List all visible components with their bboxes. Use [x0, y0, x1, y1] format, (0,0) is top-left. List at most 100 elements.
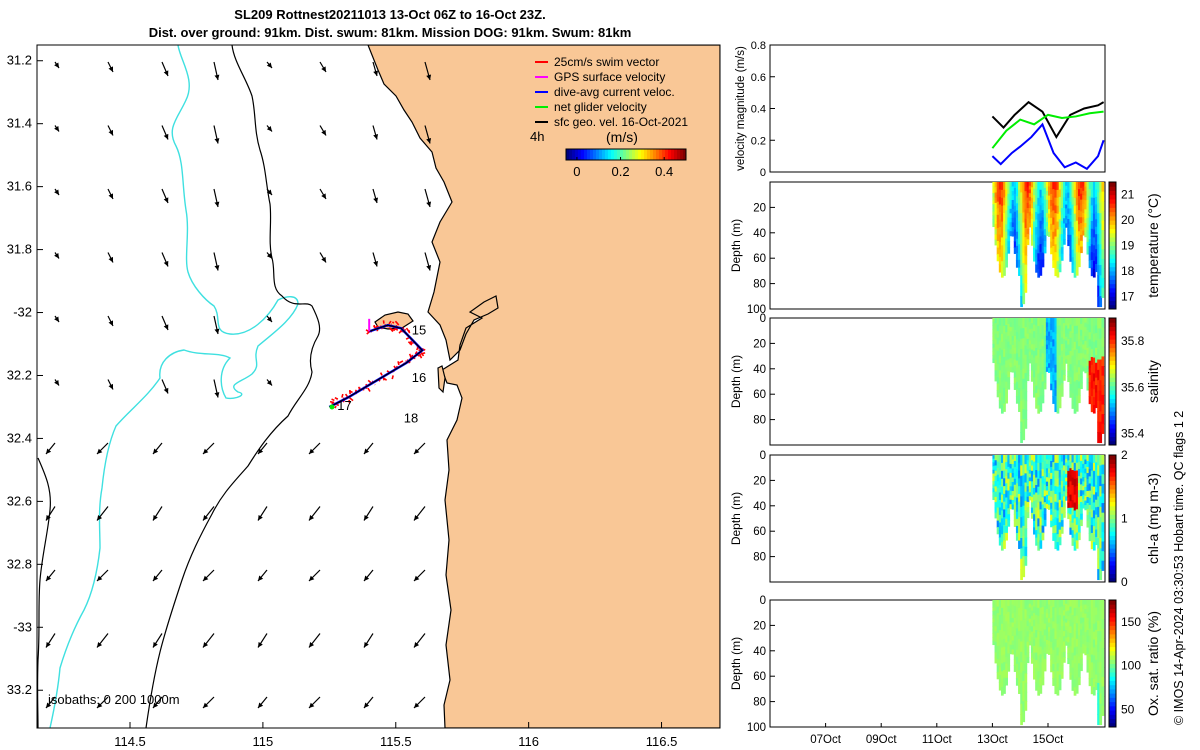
- heatmap-cell: [1005, 182, 1008, 190]
- heatmap-cell: [1035, 204, 1038, 213]
- heatmap-cell: [1018, 600, 1021, 609]
- heatmap-cell: [1005, 395, 1008, 404]
- heatmap-cell: [1009, 463, 1013, 470]
- heatmap-cell: [1048, 627, 1051, 633]
- heatmap-cell: [1037, 510, 1041, 519]
- heatmap-cell: [998, 332, 1002, 342]
- heatmap-cell: [1045, 472, 1049, 478]
- heatmap-cell: [1005, 490, 1008, 499]
- heatmap-cell: [1041, 504, 1045, 513]
- heatmap-cell: [1020, 610, 1023, 622]
- heatmap-cell: [1090, 259, 1094, 269]
- heatmap-cell: [1011, 635, 1015, 642]
- heatmap-cell: [1060, 208, 1064, 216]
- heatmap-cell: [1035, 477, 1038, 486]
- heatmap-cell: [1069, 488, 1073, 496]
- heatmap-cell: [1033, 357, 1036, 365]
- heatmap-cell: [1000, 318, 1004, 327]
- heatmap-cell: [994, 333, 998, 340]
- heatmap-cell: [1030, 476, 1034, 482]
- panel-colorbar-segment: [1109, 476, 1116, 481]
- heatmap-cell: [1003, 364, 1006, 374]
- heatmap-cell: [1018, 509, 1021, 518]
- colorbar-segment: [584, 149, 588, 160]
- heatmap-cell: [1069, 331, 1073, 339]
- heatmap-cell: [1005, 656, 1008, 665]
- heatmap-cell: [1075, 244, 1079, 253]
- heatmap-cell: [998, 674, 1002, 684]
- heatmap-cell: [1030, 631, 1034, 638]
- heatmap-cell: [1097, 465, 1100, 477]
- heatmap-cell: [1043, 617, 1047, 625]
- heatmap-cell: [1065, 197, 1068, 202]
- geo-velocity-arrowhead: [426, 74, 432, 80]
- heatmap-cell: [1069, 468, 1073, 476]
- heatmap-cell: [1015, 346, 1019, 355]
- heatmap-cell: [1028, 492, 1032, 497]
- heatmap-cell: [1048, 622, 1051, 628]
- heatmap-cell: [1082, 348, 1085, 354]
- heatmap-cell: [1020, 318, 1023, 329]
- heatmap-cell: [1080, 600, 1083, 607]
- heatmap-cell: [1003, 623, 1006, 632]
- heatmap-cell: [1039, 372, 1043, 381]
- heatmap-cell: [1015, 245, 1019, 254]
- heatmap-cell: [1060, 376, 1064, 384]
- heatmap-cell: [1073, 679, 1077, 688]
- heatmap-cell: [1075, 470, 1079, 479]
- heatmap-cell: [1071, 607, 1075, 616]
- heatmap-cell: [1030, 647, 1034, 654]
- heatmap-cell: [1058, 234, 1062, 243]
- geo-velocity-arrowhead: [108, 320, 113, 326]
- heatmap-cell: [1005, 628, 1008, 636]
- heatmap-cell: [1035, 227, 1038, 236]
- heatmap-cell: [1050, 659, 1053, 667]
- heatmap-cell: [1099, 672, 1103, 684]
- panel-colorbar-segment: [1109, 330, 1116, 336]
- heatmap-cell: [1075, 532, 1079, 541]
- heatmap-cell: [1048, 367, 1051, 373]
- heatmap-cell: [1024, 273, 1028, 284]
- heatmap-cell: [1052, 224, 1056, 233]
- map-ytick-label: 33.2: [7, 682, 32, 697]
- panel-colorbar-segment: [1109, 186, 1116, 191]
- heatmap-cell: [1043, 611, 1047, 619]
- heatmap-cell: [1037, 333, 1041, 343]
- heatmap-cell: [1028, 185, 1032, 191]
- heatmap-cell: [1077, 353, 1081, 361]
- heatmap-cell: [1015, 635, 1019, 644]
- heatmap-cell: [1041, 649, 1045, 658]
- heatmap-cell: [1011, 326, 1015, 333]
- heatmap-cell: [1067, 224, 1070, 231]
- panel-colorbar-tick: 21: [1121, 188, 1135, 202]
- heatmap-cell: [996, 494, 1000, 502]
- heatmap-cell: [1060, 474, 1064, 482]
- heatmap-cell: [1030, 182, 1034, 188]
- heatmap-cell: [996, 318, 1000, 326]
- heatmap-cell: [1048, 340, 1051, 346]
- heatmap-cell: [1075, 325, 1079, 335]
- heatmap-cell: [1028, 496, 1032, 501]
- heatmap-cell: [1039, 540, 1043, 549]
- heatmap-cell: [1007, 335, 1011, 343]
- heatmap-cell: [1033, 234, 1036, 242]
- heatmap-cell: [1024, 491, 1028, 502]
- heatmap-cell: [1101, 541, 1105, 552]
- heatmap-cell: [1003, 470, 1006, 479]
- heatmap-cell: [1077, 238, 1081, 246]
- heatmap-cell: [1048, 618, 1051, 624]
- heatmap-cell: [1022, 388, 1026, 400]
- heatmap-cell: [1041, 182, 1045, 190]
- heatmap-cell: [1024, 345, 1028, 356]
- heatmap-cell: [1084, 500, 1088, 506]
- heatmap-cell: [996, 461, 1000, 469]
- heatmap-cell: [1080, 507, 1083, 515]
- geo-velocity-arrowhead: [364, 448, 370, 454]
- panel-colorbar-segment: [1109, 548, 1116, 553]
- geo-velocity-arrowhead: [266, 126, 272, 132]
- velocity-ytick-label: 0.2: [751, 135, 766, 147]
- heatmap-cell: [1022, 701, 1026, 713]
- geo-velocity-arrowhead: [46, 514, 51, 521]
- heatmap-cell: [1011, 340, 1015, 346]
- heatmap-cell: [1013, 335, 1017, 343]
